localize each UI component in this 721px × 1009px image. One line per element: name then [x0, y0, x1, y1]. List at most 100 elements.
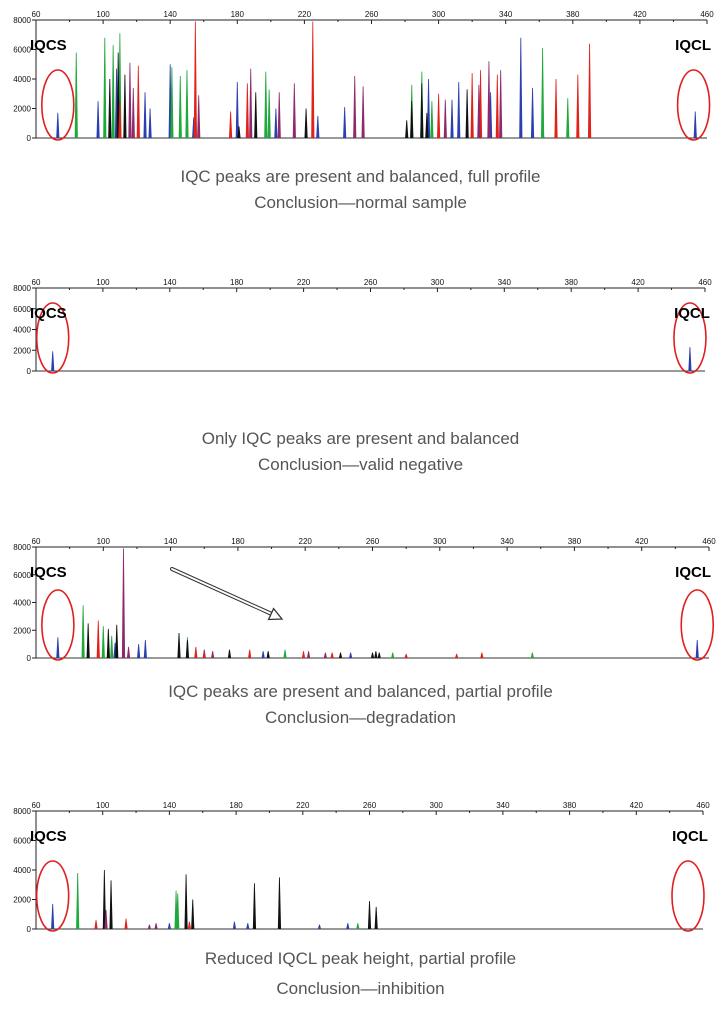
y-tick-label: 8000 — [13, 16, 31, 25]
marker-label: IQCL — [675, 564, 711, 581]
peak — [128, 62, 132, 138]
x-tick-label: 300 — [433, 537, 447, 546]
peak — [170, 67, 174, 138]
peak — [519, 37, 523, 139]
x-tick-label: 380 — [565, 278, 579, 287]
peak — [487, 61, 491, 138]
peak — [277, 877, 282, 929]
peak — [495, 74, 499, 138]
peak — [227, 649, 232, 658]
peak — [455, 653, 459, 658]
peak — [187, 921, 192, 929]
peak — [693, 111, 697, 138]
peak — [317, 924, 322, 929]
peak — [185, 639, 190, 658]
x-tick-label: 300 — [430, 801, 444, 810]
x-tick-label: 60 — [32, 10, 41, 19]
y-tick-label: 6000 — [13, 837, 31, 846]
marker-ellipse — [680, 589, 715, 661]
x-tick-label: 260 — [364, 278, 378, 287]
peak — [410, 101, 414, 138]
peak — [232, 921, 237, 929]
peak — [104, 909, 108, 929]
x-tick-label: 260 — [366, 537, 380, 546]
peak — [111, 45, 115, 139]
x-tick-label: 460 — [702, 537, 716, 546]
peak — [51, 351, 55, 371]
y-tick-label: 6000 — [13, 46, 31, 55]
x-tick-label: 180 — [231, 10, 245, 19]
marker-label: IQCS — [30, 37, 67, 54]
peak — [194, 646, 198, 658]
y-tick-label: 0 — [27, 654, 32, 663]
peak — [316, 115, 320, 138]
peak — [353, 76, 357, 138]
peak — [96, 101, 100, 138]
x-tick-label: 100 — [96, 801, 110, 810]
peak — [292, 83, 296, 138]
y-tick-label: 6000 — [13, 571, 31, 580]
caption-line-1: IQC peaks are present and balanced, full… — [180, 167, 541, 186]
peak — [185, 70, 189, 138]
peak — [76, 872, 80, 929]
peak — [283, 649, 287, 658]
peak — [554, 79, 558, 138]
peak — [96, 620, 100, 658]
peak — [261, 651, 265, 658]
x-tick-label: 60 — [32, 537, 41, 546]
peak — [143, 92, 147, 138]
x-tick-label: 420 — [635, 537, 649, 546]
peak — [249, 68, 253, 138]
peak — [377, 652, 381, 658]
peak — [137, 644, 141, 658]
peak — [94, 920, 98, 929]
peak — [306, 651, 311, 658]
x-tick-label: 340 — [498, 278, 512, 287]
peak — [103, 37, 107, 139]
peak — [470, 73, 474, 138]
x-tick-label: 100 — [96, 278, 110, 287]
peak — [191, 899, 195, 929]
marker-ellipse — [671, 860, 705, 932]
peak — [245, 83, 249, 138]
peak — [148, 108, 152, 138]
x-tick-label: 300 — [431, 278, 445, 287]
electropherogram-inhibition: 60 100 140 180 220 260 300 340 380 420 460 0 2000 400… — [13, 801, 710, 934]
x-tick-label: 260 — [365, 10, 379, 19]
y-tick-label: 4000 — [13, 866, 31, 875]
x-tick-label: 420 — [630, 801, 644, 810]
x-tick-label: 380 — [566, 10, 580, 19]
x-tick-label: 140 — [163, 801, 177, 810]
caption-line-1: Reduced IQCL peak height, partial profil… — [204, 949, 517, 968]
peak — [587, 43, 592, 138]
caption-line-1: Only IQC peaks are present and balanced — [201, 429, 520, 448]
peak — [101, 626, 105, 658]
peak — [248, 649, 252, 658]
peak — [277, 92, 281, 138]
x-tick-label: 220 — [296, 801, 310, 810]
marker-ellipse — [676, 69, 711, 141]
caption-line-2: Conclusion—inhibition — [276, 979, 445, 998]
peak — [197, 95, 201, 138]
peak — [576, 74, 580, 138]
peak — [118, 101, 122, 138]
marker-label: IQCL — [674, 305, 710, 322]
peak — [530, 652, 534, 658]
peak — [477, 84, 481, 138]
y-tick-label: 2000 — [13, 896, 31, 905]
peak — [267, 89, 271, 138]
y-tick-label: 8000 — [13, 284, 31, 293]
peak — [264, 71, 268, 138]
peak — [566, 98, 570, 138]
peak — [370, 652, 375, 658]
peak — [437, 93, 441, 138]
peak — [131, 87, 135, 138]
peak — [147, 924, 151, 929]
peak — [184, 874, 188, 929]
x-tick-label: 220 — [297, 278, 311, 287]
marker-ellipse — [35, 302, 70, 374]
peak — [237, 126, 241, 138]
x-tick-label: 60 — [32, 278, 41, 287]
peak — [176, 893, 180, 929]
electropherogram-valid-negative: 60 100 140 180 220 260 300 340 380 420 460 0 2000 400… — [13, 278, 712, 376]
